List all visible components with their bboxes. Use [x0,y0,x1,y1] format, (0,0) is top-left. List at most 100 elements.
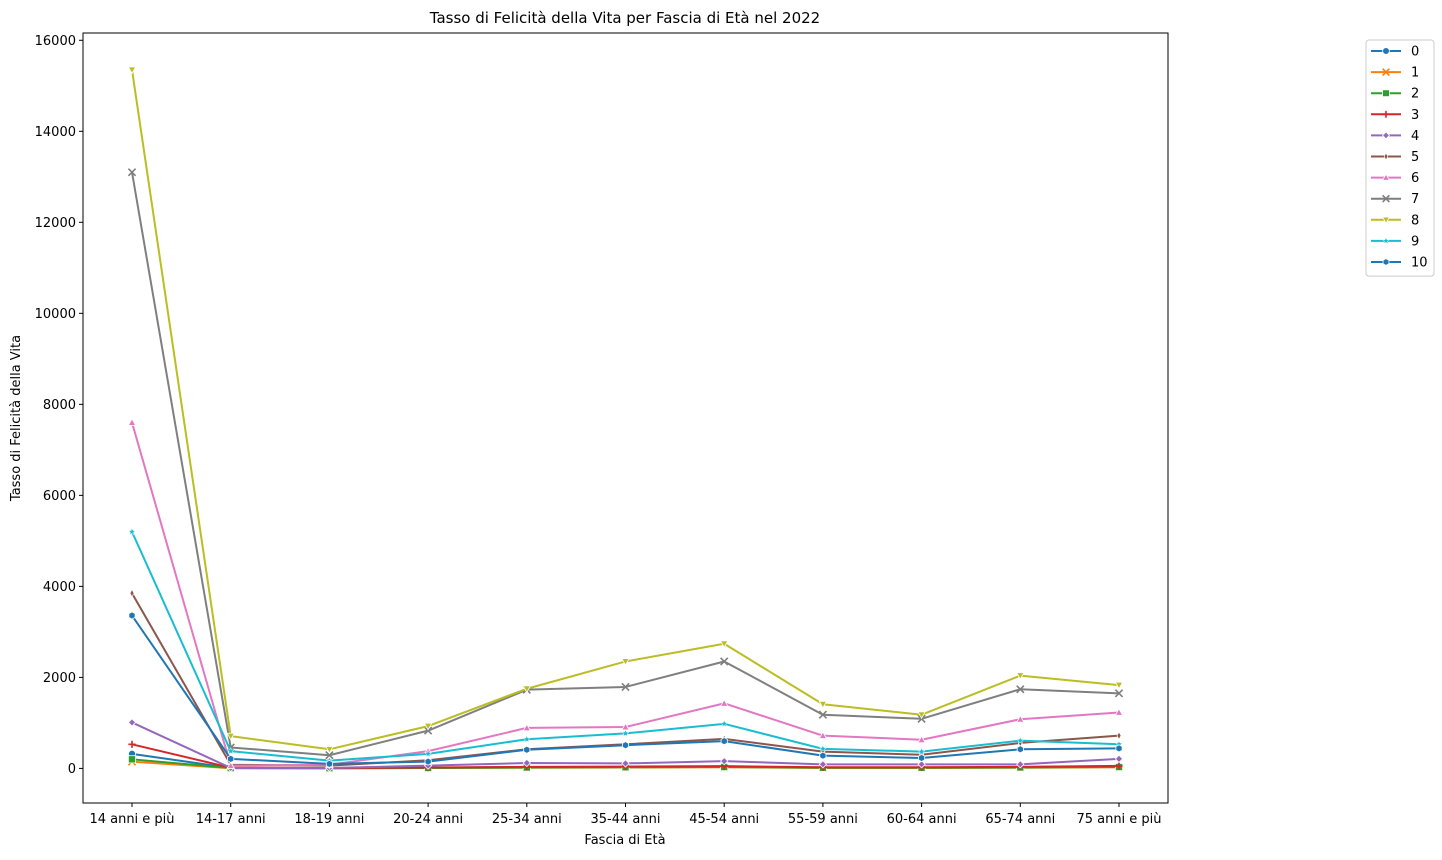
data-point-9-9 [1016,736,1025,745]
data-point-7-3 [423,726,433,735]
series-6 [127,418,1124,769]
data-point-5-0 [129,588,135,598]
y-tick-label: 14000 [35,125,76,140]
legend-item-4: 4 [1371,129,1419,144]
data-point-6-8 [917,735,926,744]
legend-item-10: 10 [1371,256,1428,271]
data-point-8-9 [1016,672,1025,681]
data-point-8-7 [818,700,828,709]
legend-marker [1382,47,1390,55]
y-axis-label: Tasso di Felicità della Vita [9,335,24,502]
legend-label: 3 [1411,108,1419,123]
data-point-9-5 [621,729,630,737]
data-point-6-6 [719,698,729,707]
x-tick-label: 14-17 anni [196,812,266,827]
data-point-10-10 [1115,744,1123,753]
x-tick-label: 45-54 anni [689,812,759,827]
data-point-4-9 [1016,760,1025,769]
data-point-4-10 [1114,754,1124,764]
series-8 [127,66,1124,754]
y-tick-label: 6000 [43,489,76,504]
legend-label: 1 [1411,66,1419,81]
y-tick-label: 8000 [43,398,76,413]
x-tick-label: 25-34 anni [492,812,562,827]
legend-item-8: 8 [1371,213,1419,228]
data-point-7-9 [1016,685,1025,694]
data-point-10-1 [227,754,235,763]
x-tick-label: 14 anni e più [89,812,174,827]
legend-item-0: 0 [1371,45,1419,60]
data-point-4-5 [621,759,630,768]
x-tick-label: 20-24 anni [393,812,463,827]
data-point-5-10 [1116,731,1122,740]
series-10 [128,611,1123,768]
data-point-7-10 [1114,689,1124,698]
data-point-8-0 [127,66,137,75]
legend-item-9: 9 [1371,234,1419,249]
legend-item-5: 5 [1371,150,1419,165]
x-tick-label: 75 anni e più [1076,812,1161,827]
data-point-9-1 [226,746,235,755]
data-point-8-8 [917,711,926,720]
data-point-4-8 [917,760,926,769]
data-point-10-5 [621,741,630,750]
legend-marker [1383,152,1389,161]
legend-marker [1382,194,1390,203]
legend-label: 5 [1411,150,1419,165]
series-7 [127,168,1124,760]
data-point-3-10 [1115,762,1123,770]
y-tick-label: 10000 [35,307,76,322]
data-point-6-7 [818,731,828,739]
legend-item-7: 7 [1371,192,1419,207]
series-line-6 [131,422,1120,767]
data-point-6-1 [226,761,235,769]
x-tick-label: 60-64 anni [887,812,957,827]
data-point-4-7 [818,760,828,769]
data-point-10-8 [918,753,926,763]
x-tick-label: 35-44 anni [591,812,661,827]
data-point-2-0 [127,755,136,764]
data-point-8-2 [325,746,334,754]
data-point-10-9 [1016,745,1024,754]
y-tick-label: 4000 [43,580,76,595]
legend-marker [1382,131,1390,140]
data-point-10-0 [128,611,136,620]
data-point-10-4 [523,745,531,754]
legend-marker [1382,68,1390,77]
data-point-4-3 [423,761,433,770]
y-tick-label: 0 [68,762,76,777]
data-point-7-5 [621,682,630,692]
legend-label: 7 [1411,192,1419,207]
data-point-8-3 [423,722,433,731]
legend-label: 9 [1411,234,1419,249]
data-point-4-6 [720,756,729,766]
data-point-3-0 [128,740,136,748]
data-point-4-4 [522,758,531,768]
data-point-8-4 [522,685,532,694]
chart-title: Tasso di Felicità della Vita per Fascia … [429,9,820,27]
legend-label: 0 [1411,45,1419,60]
data-point-10-3 [424,757,432,766]
data-point-6-4 [522,723,532,732]
legend-marker [1382,89,1390,98]
legend-item-6: 6 [1371,171,1419,186]
series-line-7 [131,172,1120,757]
data-point-6-9 [1016,714,1025,723]
data-point-4-0 [127,718,137,727]
data-point-9-7 [818,744,827,753]
data-point-7-7 [818,710,828,719]
x-tick-label: 18-19 anni [294,812,364,827]
data-point-7-2 [325,751,334,760]
data-point-9-8 [917,747,926,756]
series-line-8 [131,69,1120,751]
legend-label: 4 [1411,129,1419,144]
legend-marker [1382,110,1390,118]
legend-label: 10 [1411,256,1428,271]
x-tick-label: 65-74 anni [985,812,1055,827]
data-point-9-0 [127,527,137,536]
data-point-8-6 [719,640,729,649]
y-tick-label: 16000 [35,34,76,49]
legend-label: 6 [1411,171,1419,186]
